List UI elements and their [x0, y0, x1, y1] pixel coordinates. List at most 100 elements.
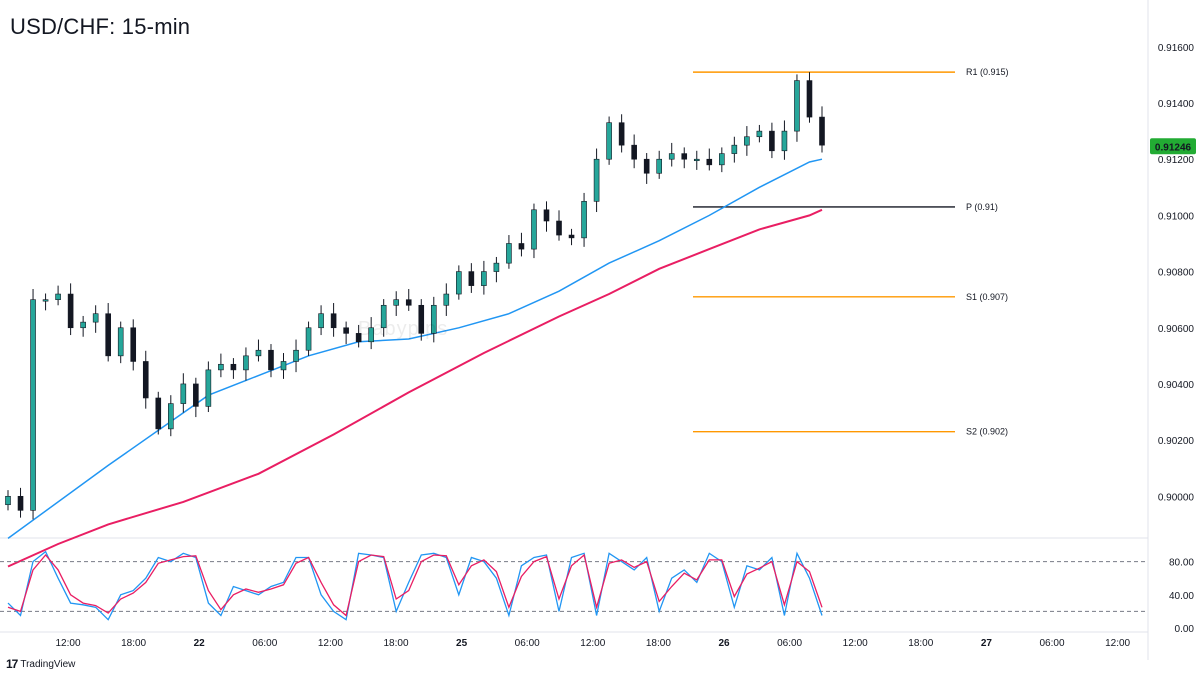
- candle-body: [531, 209, 537, 250]
- candle-body: [30, 299, 36, 511]
- candle-body: [67, 293, 74, 329]
- tradingview-logo-icon: 17: [6, 657, 18, 671]
- price-tick-label: 0.90800: [1158, 268, 1195, 279]
- candle-body: [668, 153, 675, 160]
- candle-body: [819, 116, 825, 146]
- candle-body: [693, 158, 700, 162]
- candle-body: [368, 327, 374, 343]
- pivot-label-r1: R1 (0.915): [966, 67, 1009, 77]
- candle-body: [268, 349, 274, 371]
- stoch-k-line: [7, 550, 823, 621]
- price-tick-label: 0.90000: [1158, 492, 1195, 503]
- candle-body: [105, 313, 111, 357]
- time-tick-label: 18:00: [121, 638, 146, 649]
- candle-body: [42, 299, 49, 302]
- candle-body: [318, 313, 324, 329]
- candle-body: [230, 363, 237, 371]
- price-tick-label: 0.90200: [1158, 436, 1195, 447]
- time-tick-label: 18:00: [646, 638, 671, 649]
- pivot-levels: R1 (0.915) P (0.91) S1 (0.907) S2 (0.902): [693, 67, 1009, 437]
- candle-body: [243, 355, 249, 371]
- candle-body: [393, 299, 400, 306]
- candle-body: [142, 361, 149, 399]
- candle-body: [168, 403, 174, 430]
- candle-body: [506, 243, 512, 264]
- stoch-tick-label: 0.00: [1175, 624, 1195, 635]
- candle-body: [719, 153, 725, 166]
- time-tick-label: 12:00: [55, 638, 80, 649]
- stoch-tick-label: 80.00: [1169, 558, 1194, 569]
- time-tick-label: 06:00: [515, 638, 540, 649]
- price-tick-label: 0.91600: [1158, 43, 1195, 54]
- stochastic-panel: 80.00 40.00 0.00: [0, 550, 1195, 635]
- candle-body: [744, 136, 750, 146]
- candle-body: [80, 321, 86, 329]
- candle-body: [430, 304, 437, 334]
- time-tick-label: 18:00: [908, 638, 933, 649]
- candle-body: [180, 383, 187, 404]
- time-tick-label: 06:00: [777, 638, 802, 649]
- candle-body: [456, 271, 462, 295]
- candle-body: [330, 313, 337, 329]
- candle-body: [55, 293, 61, 300]
- candle-body: [305, 327, 312, 351]
- time-tick-label: 12:00: [843, 638, 868, 649]
- moving-averages: [7, 158, 823, 568]
- candle-body: [493, 262, 500, 272]
- candle-body: [117, 327, 124, 357]
- tradingview-brand[interactable]: 17 TradingView: [6, 657, 75, 671]
- candle-body: [794, 80, 800, 132]
- candle-body: [643, 158, 650, 174]
- candle-body: [155, 397, 162, 430]
- candles: [5, 72, 825, 520]
- chart-title: USD/CHF: 15-min: [10, 14, 191, 39]
- candle-body: [481, 271, 487, 286]
- candle-body: [556, 220, 562, 236]
- time-tick-label: 06:00: [1039, 638, 1064, 649]
- ema200-line: [7, 208, 823, 568]
- candle-body: [343, 327, 349, 334]
- candle-body: [468, 271, 475, 286]
- watermark: Babypips: [358, 318, 449, 340]
- price-tick-label: 0.91400: [1158, 99, 1195, 110]
- candle-body: [218, 363, 224, 371]
- candle-body: [543, 209, 550, 222]
- time-tick-label: 12:00: [1105, 638, 1130, 649]
- candle-body: [581, 201, 587, 239]
- pivot-label-p: P (0.91): [966, 202, 998, 212]
- candle-body: [380, 304, 387, 329]
- candle-body: [631, 144, 637, 160]
- candle-body: [731, 144, 738, 154]
- candle-body: [606, 122, 612, 160]
- last-price-label: 0.91246: [1155, 142, 1192, 153]
- time-tick-label: 12:00: [318, 638, 343, 649]
- last-price-tag: [1150, 138, 1196, 155]
- candle-body: [769, 130, 775, 152]
- price-tick-label: 0.91000: [1158, 211, 1195, 222]
- time-tick-label: 25: [456, 638, 468, 649]
- candle-body: [293, 349, 299, 362]
- candle-body: [130, 327, 137, 362]
- time-tick-label: 12:00: [580, 638, 605, 649]
- time-tick-label: 06:00: [252, 638, 277, 649]
- candle-body: [706, 158, 713, 166]
- brand-label: TradingView: [20, 658, 76, 670]
- candle-body: [518, 243, 525, 250]
- candle-body: [17, 495, 24, 511]
- axes: 0.91600 0.91400 0.91200 0.91000 0.90800 0.906…: [55, 43, 1196, 649]
- pivot-label-s1: S1 (0.907): [966, 292, 1008, 302]
- grid-layer: [0, 0, 1149, 660]
- candle-body: [618, 122, 625, 146]
- candle-body: [781, 130, 788, 152]
- candle-body: [656, 158, 663, 174]
- candle-body: [5, 495, 11, 506]
- stoch-d-line: [7, 553, 823, 617]
- price-tick-label: 0.91200: [1158, 155, 1195, 166]
- candle-body: [681, 153, 688, 160]
- candle-body: [205, 369, 212, 407]
- candle-body: [418, 304, 425, 334]
- candle-body: [756, 130, 763, 138]
- candle-body: [92, 313, 99, 323]
- candle-body: [568, 234, 575, 239]
